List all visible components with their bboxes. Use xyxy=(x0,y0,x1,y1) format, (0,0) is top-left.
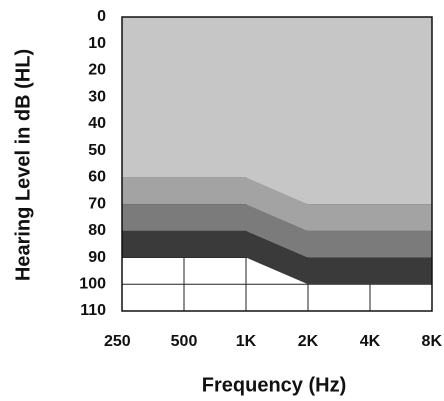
y-tick-label: 60 xyxy=(88,169,106,186)
y-tick-label: 20 xyxy=(88,62,106,79)
x-tick-label: 4K xyxy=(360,333,381,350)
plot-frame xyxy=(121,16,433,312)
x-tick-label: 1K xyxy=(236,333,257,350)
area-band xyxy=(122,204,432,258)
y-tick-label: 40 xyxy=(88,115,106,132)
y-axis-title: Hearing Level in dB (HL) xyxy=(12,49,34,281)
y-tick-label: 0 xyxy=(97,8,106,25)
x-tick-label: 250 xyxy=(104,333,131,350)
x-tick-label: 500 xyxy=(171,333,198,350)
y-tick-label: 30 xyxy=(88,88,106,105)
x-tick-label: 2K xyxy=(298,333,319,350)
y-tick-label: 100 xyxy=(79,275,106,292)
area-band xyxy=(122,177,432,231)
y-tick-label: 70 xyxy=(88,195,106,212)
y-tick-label: 80 xyxy=(88,222,106,239)
y-tick-label: 110 xyxy=(80,302,106,319)
x-axis-title: Frequency (Hz) xyxy=(202,374,346,396)
area-band xyxy=(122,17,432,205)
y-tick-label: 90 xyxy=(88,249,106,266)
x-tick-label: 8K xyxy=(422,333,443,350)
y-tick-label: 10 xyxy=(88,35,106,52)
area-band xyxy=(122,230,432,285)
y-tick-label: 50 xyxy=(88,142,106,159)
